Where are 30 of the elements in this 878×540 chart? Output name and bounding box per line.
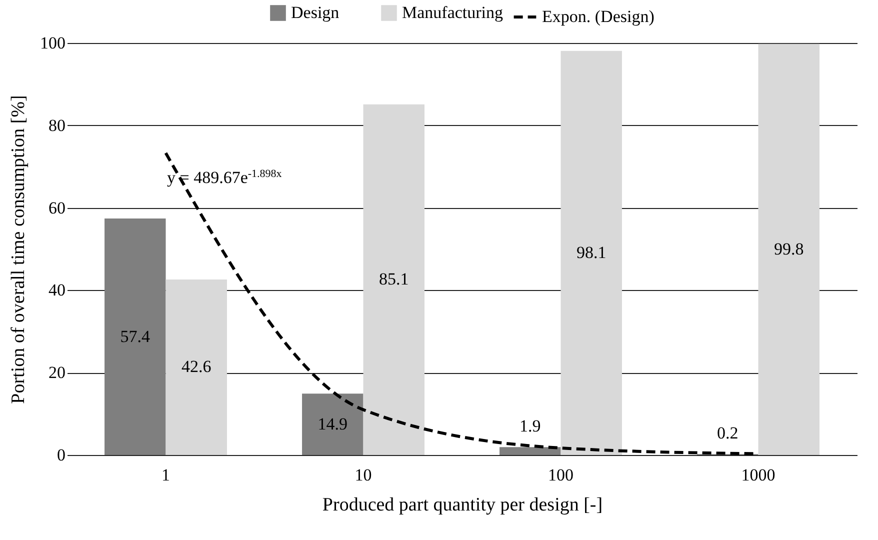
- bar: [363, 104, 424, 455]
- bar: [166, 279, 227, 455]
- legend-label: Manufacturing: [402, 3, 504, 22]
- data-label: 85.1: [378, 270, 409, 289]
- bar: [500, 447, 561, 455]
- y-tick-label: 20: [48, 363, 66, 382]
- legend-label: Design: [291, 3, 340, 22]
- bar: [104, 218, 166, 455]
- data-label: 14.9: [318, 414, 348, 434]
- y-axis-title: Portion of overall time consumption [%]: [8, 95, 29, 404]
- data-label: 1.9: [520, 416, 541, 436]
- y-tick-label: 100: [40, 34, 66, 52]
- data-label: 98.1: [576, 242, 606, 262]
- bar: [758, 44, 820, 455]
- data-label: 99.8: [774, 239, 804, 258]
- y-tick-label: 80: [48, 116, 66, 135]
- x-axis-title: Produced part quantity per design [-]: [322, 494, 603, 516]
- x-tick-label: 1000: [741, 466, 776, 484]
- data-label: 42.6: [181, 357, 212, 376]
- x-tick-label: 1: [162, 466, 170, 484]
- y-tick-label: 40: [48, 280, 66, 300]
- x-tick-label: 100: [548, 466, 574, 484]
- bar: [560, 50, 622, 455]
- data-label: 57.4: [120, 326, 151, 346]
- y-tick-label: 0: [57, 446, 66, 464]
- bar: [302, 394, 364, 455]
- x-tick-label: 10: [354, 466, 372, 484]
- data-label: 0.2: [717, 424, 738, 443]
- legend-label: Expon. (Design): [542, 7, 654, 26]
- y-tick-label: 60: [48, 198, 66, 218]
